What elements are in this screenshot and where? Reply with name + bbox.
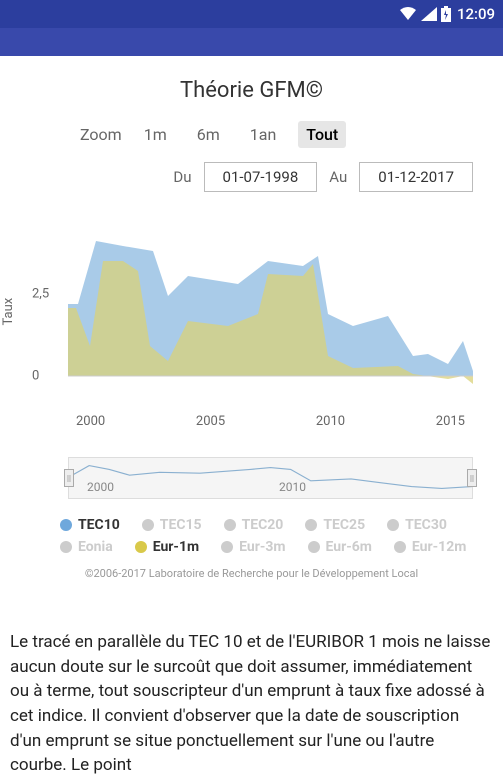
xtick: 2005	[196, 414, 225, 429]
zoom-1m[interactable]: 1m	[136, 121, 175, 148]
legend-item-tec30[interactable]: TEC30	[387, 517, 447, 533]
legend-label: Eonia	[78, 539, 113, 555]
to-date-input[interactable]: 01-12-2017	[359, 162, 473, 192]
app-bar	[0, 28, 503, 56]
legend-label: TEC20	[242, 517, 284, 533]
xtick: 2000	[76, 414, 105, 429]
main-content: Théorie GFM© Zoom 1m 6m 1an Tout Du 01-07-1…	[0, 56, 503, 778]
x-axis-ticks: 2000 2005 2010 2015	[68, 414, 473, 429]
legend-label: Eur-3m	[239, 539, 285, 555]
legend-label: Eur-12m	[412, 539, 466, 555]
chart-area: Taux 02,5 2000200520102015	[18, 206, 473, 429]
legend-item-eonia[interactable]: Eonia	[60, 539, 113, 555]
battery-icon	[441, 6, 451, 22]
xtick: 2010	[316, 414, 345, 429]
legend-dot	[60, 541, 72, 553]
wifi-icon	[399, 7, 417, 21]
date-range: Du 01-07-1998 Au 01-12-2017	[0, 162, 503, 192]
legend-item-tec10[interactable]: TEC10	[60, 517, 120, 533]
to-label: Au	[329, 168, 347, 186]
ytick: 2,5	[32, 287, 49, 302]
navigator-line	[69, 466, 472, 489]
legend-label: TEC10	[78, 517, 120, 533]
legend-item-tec15[interactable]: TEC15	[142, 517, 202, 533]
nav-label: 2000	[87, 480, 114, 494]
ytick: 0	[32, 369, 39, 384]
chart-credit: ©2006-2017 Laboratoire de Recherche pour…	[0, 567, 503, 580]
legend-label: Eur-6m	[326, 539, 372, 555]
legend-label: Eur-1m	[153, 539, 199, 555]
legend-dot	[135, 541, 147, 553]
from-label: Du	[173, 168, 191, 186]
legend-item-eur-3m[interactable]: Eur-3m	[221, 539, 285, 555]
legend-dot	[305, 519, 317, 531]
xtick: 2015	[436, 414, 465, 429]
nav-handle-left[interactable]: ||	[64, 469, 74, 487]
zoom-6m[interactable]: 6m	[189, 121, 228, 148]
chart-title: Théorie GFM©	[0, 78, 503, 103]
legend-dot	[387, 519, 399, 531]
legend-dot	[60, 519, 72, 531]
chart-plot[interactable]: 02,5	[68, 206, 473, 396]
zoom-label: Zoom	[80, 125, 122, 144]
zoom-tout[interactable]: Tout	[298, 121, 346, 148]
legend-dot	[221, 541, 233, 553]
legend-item-eur-12m[interactable]: Eur-12m	[394, 539, 466, 555]
article-body: Le tracé en parallèle du TEC 10 et de l'…	[0, 580, 503, 778]
legend: TEC10 TEC15 TEC20 TEC25 TEC30 Eonia Eur-1m Eur-…	[60, 517, 473, 555]
nav-label: 2010	[279, 480, 306, 494]
legend-label: TEC15	[160, 517, 202, 533]
legend-dot	[308, 541, 320, 553]
legend-item-tec20[interactable]: TEC20	[224, 517, 284, 533]
status-bar: 12:09	[0, 0, 503, 28]
legend-dot	[394, 541, 406, 553]
legend-item-eur-6m[interactable]: Eur-6m	[308, 539, 372, 555]
y-axis-label: Taux	[1, 297, 16, 325]
zoom-1an[interactable]: 1an	[242, 121, 285, 148]
legend-label: TEC25	[323, 517, 365, 533]
zoom-controls: Zoom 1m 6m 1an Tout	[0, 121, 503, 148]
legend-item-tec25[interactable]: TEC25	[305, 517, 365, 533]
from-date-input[interactable]: 01-07-1998	[204, 162, 318, 192]
clock-text: 12:09	[457, 5, 495, 23]
nav-handle-right[interactable]: ||	[467, 469, 477, 487]
legend-item-eur-1m[interactable]: Eur-1m	[135, 539, 199, 555]
range-navigator[interactable]: || || 20002010	[68, 457, 473, 499]
legend-label: TEC30	[405, 517, 447, 533]
legend-dot	[142, 519, 154, 531]
legend-dot	[224, 519, 236, 531]
signal-icon	[421, 7, 437, 21]
